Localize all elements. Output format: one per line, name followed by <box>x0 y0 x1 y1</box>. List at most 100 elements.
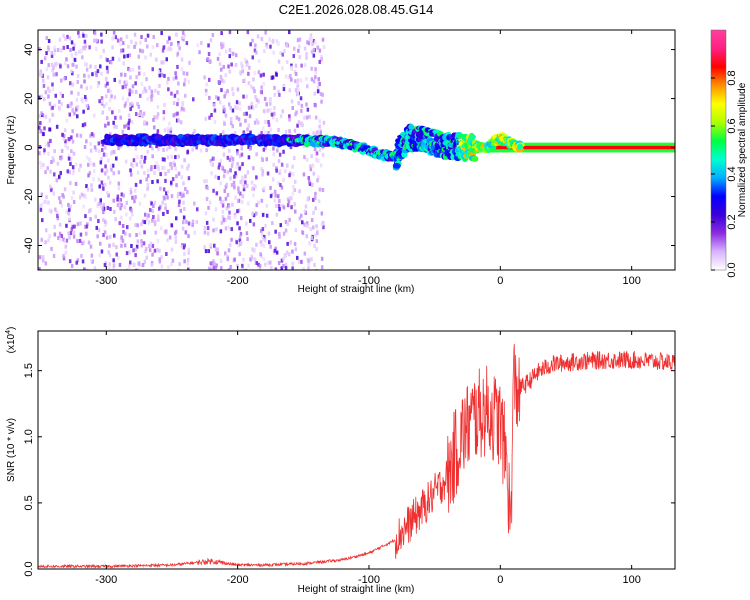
spectrogram-cell <box>113 124 116 129</box>
spectrogram-cell <box>309 227 312 232</box>
spectrogram-cell <box>134 247 138 252</box>
spectrogram-cell <box>118 79 122 84</box>
spectrogram-cell <box>253 70 256 75</box>
spectrogram-cell <box>102 48 105 53</box>
spectrogram-cell <box>153 170 156 175</box>
spectrogram-cell <box>203 230 207 235</box>
spectrogram-cell <box>106 206 110 210</box>
snr-x-ticks: -300 -200 -100 0 100 <box>95 331 641 586</box>
spectrogram-cell <box>67 153 71 158</box>
spectrogram-cell <box>313 147 317 152</box>
spectrogram-cell <box>170 194 174 199</box>
spectrogram-cell <box>42 97 46 102</box>
spectrogram-cell <box>211 162 214 167</box>
spectrogram-cell <box>141 113 144 118</box>
spectrogram-cell <box>230 237 233 242</box>
spectrogram-cell <box>76 74 80 79</box>
spectrogram-cell <box>111 36 114 41</box>
spectrogram-cell <box>137 261 140 266</box>
spectrogram-cell <box>212 259 215 264</box>
spectrogram-cell <box>100 249 104 254</box>
spectrogram-cell <box>158 83 161 88</box>
spectrogram-cell <box>63 187 67 192</box>
spectrogram-cell <box>293 188 296 193</box>
spectrogram-cell <box>320 55 323 60</box>
spectrogram-cell <box>228 102 231 107</box>
spectrogram-cell <box>267 120 270 124</box>
spectrogram-cell <box>98 99 101 104</box>
spectrogram-cell <box>111 56 115 61</box>
spectrogram-cell <box>306 221 309 226</box>
spectrogram-cell <box>128 233 132 238</box>
spectrogram-cell <box>224 49 228 54</box>
spectrogram-cell <box>282 231 286 236</box>
spectrogram-cell <box>274 204 278 208</box>
spectrogram-cell <box>277 128 280 132</box>
x-tick-label: 0 <box>497 275 503 287</box>
spectrogram-cell <box>112 242 115 247</box>
spectrogram-cell <box>58 107 61 112</box>
spectrogram-cell <box>116 197 119 202</box>
spectrogram-cell <box>174 112 178 117</box>
spectrogram-cell <box>145 255 148 260</box>
spectrogram-cell <box>140 243 143 248</box>
spectrogram-cell <box>145 121 149 126</box>
spectrogram-cell <box>125 251 129 256</box>
spectrogram-cell <box>85 104 89 109</box>
spectrogram-cell <box>237 208 241 213</box>
spectrogram-cell <box>315 157 318 162</box>
spectrogram-cell <box>193 201 196 206</box>
spectrogram-cell <box>133 44 136 49</box>
spectrogram-cell <box>282 257 285 262</box>
spectrogram-cell <box>163 166 166 170</box>
spectrogram-cell <box>239 191 242 196</box>
spectrogram-cell <box>187 176 191 181</box>
spectrogram-cell <box>132 248 135 253</box>
spectrogram-cell <box>218 52 221 57</box>
spectrogram-cell <box>56 48 60 52</box>
spectrogram-cell <box>175 174 178 179</box>
spectrogram-cell <box>289 74 292 78</box>
spectrogram-cell <box>224 196 228 201</box>
spectrogram-cell <box>51 105 54 110</box>
spectrogram-cell <box>123 124 126 129</box>
spectrogram-cell <box>84 44 87 49</box>
spectrogram-cell <box>174 166 177 171</box>
spectrogram-cell <box>249 146 252 151</box>
spectrogram-cell <box>246 170 250 175</box>
spectrogram-cell <box>90 253 94 258</box>
spectrogram-cell <box>314 70 318 75</box>
spectrogram-cell <box>238 238 242 243</box>
spectrogram-cell <box>113 233 116 238</box>
spectrogram-cell <box>118 57 121 62</box>
spectrogram-cell <box>151 154 154 159</box>
spectrogram-cell <box>62 237 65 242</box>
spectrogram-cell <box>69 162 72 166</box>
spectrogram-cell <box>106 69 109 74</box>
spectrogram-cell <box>73 43 76 48</box>
spectrogram-cell <box>222 174 226 179</box>
spectrogram-cell <box>60 155 63 160</box>
spectrogram-cell <box>139 160 142 165</box>
spectrogram-cell <box>128 118 131 123</box>
spectrogram-cell <box>306 107 310 112</box>
spectrogram-cell <box>176 51 180 56</box>
spectrogram-cell <box>143 86 147 91</box>
spectrogram-cell <box>238 252 241 257</box>
spectrogram-cell <box>84 214 87 219</box>
spectrogram-cell <box>125 200 128 205</box>
track-blob <box>469 134 477 139</box>
spectrogram-cell <box>153 248 157 253</box>
y-tick-label: 20 <box>23 92 35 104</box>
spectrogram-cell <box>93 145 97 150</box>
spectrogram-cell <box>301 220 304 225</box>
spectrogram-cell <box>183 207 186 211</box>
spectrogram-cell <box>224 113 228 118</box>
spectrogram-cell <box>109 163 113 168</box>
spectrogram-cell <box>252 249 256 254</box>
spectrogram-cell <box>157 147 160 152</box>
spectrogram-cell <box>168 121 171 126</box>
spectrogram-cell <box>255 98 259 103</box>
spectrogram-cell <box>213 243 216 248</box>
spectrogram-cell <box>120 48 123 53</box>
